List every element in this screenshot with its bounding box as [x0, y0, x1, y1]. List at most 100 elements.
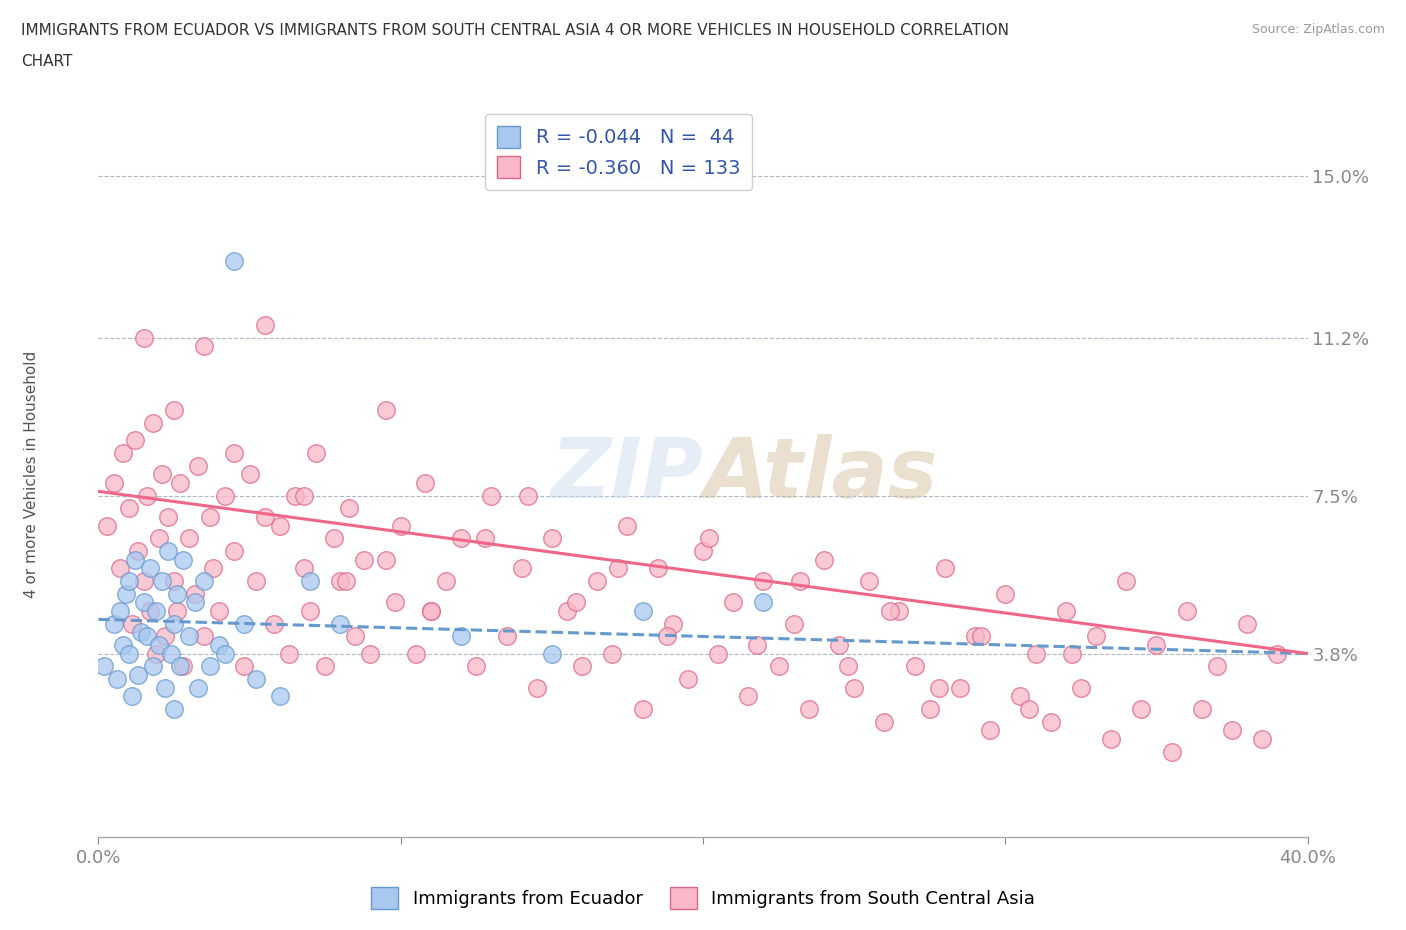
Point	[1070, 680, 1092, 695]
Point	[1115, 574, 1137, 589]
Point	[1220, 723, 1243, 737]
Point	[224, 544, 246, 559]
Legend: R = -0.044   N =  44, R = -0.360   N = 133: R = -0.044 N = 44, R = -0.360 N = 133	[485, 114, 752, 190]
Point	[965, 629, 987, 644]
Point	[208, 638, 231, 653]
Text: CHART: CHART	[21, 54, 73, 69]
Point	[160, 646, 183, 661]
Point	[139, 604, 162, 618]
Point	[148, 531, 170, 546]
Point	[103, 617, 125, 631]
Point	[450, 531, 472, 546]
Point	[329, 574, 352, 589]
Point	[111, 638, 134, 653]
Point	[889, 604, 911, 618]
Point	[752, 574, 775, 589]
Point	[1039, 714, 1062, 729]
Point	[245, 574, 267, 589]
Point	[828, 638, 851, 653]
Point	[245, 671, 267, 686]
Point	[323, 531, 346, 546]
Point	[602, 646, 624, 661]
Point	[540, 531, 562, 546]
Point	[292, 561, 315, 576]
Point	[124, 432, 146, 447]
Point	[142, 416, 165, 431]
Point	[139, 561, 162, 576]
Point	[571, 658, 593, 673]
Point	[121, 689, 143, 704]
Point	[516, 488, 538, 503]
Point	[1144, 638, 1167, 653]
Point	[172, 658, 194, 673]
Point	[1024, 646, 1046, 661]
Point	[434, 574, 457, 589]
Point	[169, 658, 191, 673]
Point	[844, 680, 866, 695]
Point	[789, 574, 811, 589]
Point	[118, 501, 141, 516]
Point	[934, 561, 956, 576]
Point	[208, 604, 231, 618]
Point	[150, 574, 173, 589]
Point	[253, 317, 276, 332]
Point	[353, 552, 375, 567]
Point	[145, 604, 167, 618]
Point	[132, 574, 155, 589]
Point	[858, 574, 880, 589]
Point	[474, 531, 496, 546]
Point	[193, 629, 215, 644]
Point	[1010, 689, 1032, 704]
Point	[148, 638, 170, 653]
Point	[153, 629, 176, 644]
Point	[540, 646, 562, 661]
Point	[873, 714, 896, 729]
Point	[232, 658, 254, 673]
Point	[1160, 744, 1182, 759]
Point	[200, 658, 222, 673]
Point	[114, 586, 136, 601]
Point	[374, 552, 396, 567]
Point	[837, 658, 859, 673]
Point	[108, 604, 131, 618]
Point	[1085, 629, 1108, 644]
Point	[156, 544, 179, 559]
Point	[179, 531, 201, 546]
Point	[616, 518, 638, 533]
Point	[132, 330, 155, 345]
Point	[631, 604, 654, 618]
Point	[200, 510, 222, 525]
Point	[335, 574, 357, 589]
Point	[420, 604, 443, 618]
Point	[150, 467, 173, 482]
Point	[156, 510, 179, 525]
Point	[723, 595, 745, 610]
Point	[135, 488, 157, 503]
Point	[329, 617, 352, 631]
Point	[337, 501, 360, 516]
Point	[184, 586, 207, 601]
Point	[269, 518, 291, 533]
Point	[607, 561, 630, 576]
Point	[163, 403, 186, 418]
Point	[586, 574, 609, 589]
Text: 4 or more Vehicles in Household: 4 or more Vehicles in Household	[24, 351, 39, 598]
Point	[647, 561, 669, 576]
Point	[305, 445, 328, 460]
Point	[384, 595, 406, 610]
Point	[565, 595, 588, 610]
Point	[299, 574, 322, 589]
Point	[949, 680, 972, 695]
Point	[344, 629, 367, 644]
Point	[299, 604, 322, 618]
Point	[1251, 731, 1274, 746]
Point	[277, 646, 299, 661]
Point	[707, 646, 730, 661]
Point	[481, 488, 503, 503]
Point	[797, 701, 820, 716]
Point	[103, 475, 125, 490]
Point	[166, 586, 188, 601]
Point	[111, 445, 134, 460]
Point	[555, 604, 578, 618]
Point	[979, 723, 1001, 737]
